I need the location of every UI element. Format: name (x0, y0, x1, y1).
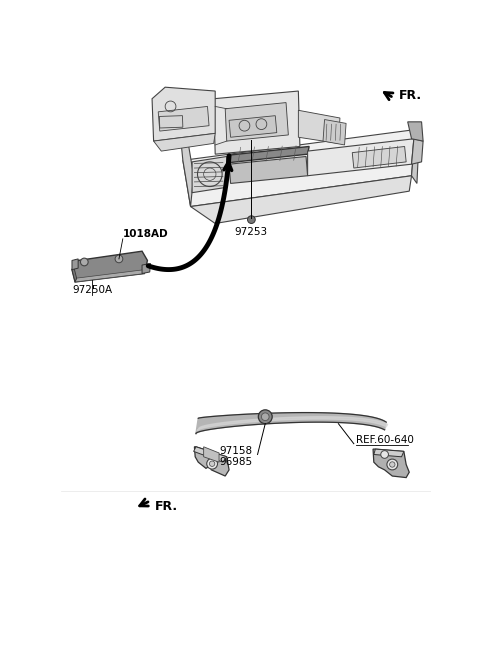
Circle shape (258, 410, 272, 424)
Polygon shape (323, 119, 346, 145)
Polygon shape (192, 157, 227, 193)
Polygon shape (191, 176, 411, 224)
Polygon shape (142, 264, 151, 274)
Circle shape (387, 459, 398, 470)
Circle shape (248, 216, 255, 224)
Polygon shape (72, 251, 147, 282)
Polygon shape (154, 133, 215, 151)
Circle shape (115, 255, 123, 263)
Polygon shape (299, 110, 340, 144)
Polygon shape (229, 115, 277, 137)
Polygon shape (193, 447, 227, 462)
Text: 97250A: 97250A (72, 285, 112, 295)
Text: 1018AD: 1018AD (123, 229, 168, 239)
Text: FR.: FR. (398, 89, 421, 102)
Polygon shape (158, 106, 209, 131)
Polygon shape (180, 129, 193, 207)
Text: 97253: 97253 (235, 228, 268, 237)
Circle shape (390, 462, 395, 467)
Polygon shape (373, 449, 409, 478)
Polygon shape (411, 129, 419, 184)
Polygon shape (204, 447, 219, 462)
Polygon shape (408, 122, 423, 141)
Polygon shape (196, 413, 386, 434)
Polygon shape (183, 129, 415, 207)
Polygon shape (72, 259, 78, 270)
Polygon shape (352, 146, 406, 168)
Polygon shape (197, 417, 388, 430)
Circle shape (262, 413, 269, 420)
Circle shape (207, 459, 217, 469)
Polygon shape (308, 139, 414, 176)
Text: FR.: FR. (155, 501, 178, 514)
Polygon shape (72, 266, 77, 282)
Polygon shape (152, 87, 215, 141)
Polygon shape (75, 270, 144, 282)
Bar (159, 115, 183, 128)
Polygon shape (411, 139, 423, 164)
Text: 97158: 97158 (219, 446, 252, 456)
Polygon shape (374, 449, 404, 457)
Polygon shape (229, 157, 308, 184)
Circle shape (381, 451, 388, 459)
Circle shape (81, 258, 88, 266)
Polygon shape (214, 91, 300, 154)
Polygon shape (229, 146, 309, 163)
Polygon shape (194, 447, 229, 476)
Polygon shape (225, 102, 288, 141)
Text: REF.60-640: REF.60-640 (356, 435, 414, 445)
Text: 96985: 96985 (219, 457, 252, 467)
Circle shape (209, 461, 215, 466)
